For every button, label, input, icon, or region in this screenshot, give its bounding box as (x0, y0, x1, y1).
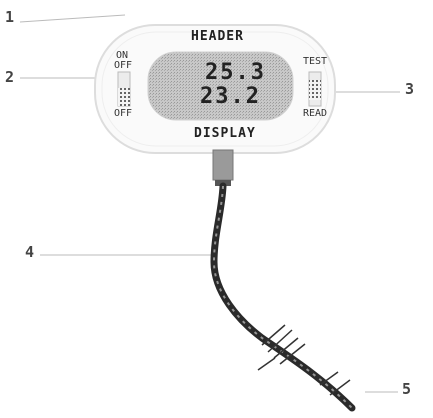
device-title: HEADER (191, 29, 244, 44)
right-switch-label-read: READ (303, 108, 328, 119)
leader-line-1 (19, 14, 126, 23)
lcd-readout-lower: 23.2 (200, 84, 261, 109)
device-bottom-label: DISPLAY (194, 126, 256, 141)
right-switch-label-test: TEST (303, 56, 328, 67)
callout-2: 2 (5, 68, 15, 86)
cable-connector (212, 149, 234, 181)
callout-5: 5 (402, 380, 412, 398)
left-switch-label-off: OFF (114, 108, 133, 119)
left-switch-label-off-top: OFF (114, 60, 133, 71)
lcd-readout-upper: 25.3 (205, 60, 266, 85)
callout-4: 4 (25, 243, 35, 261)
callout-1: 1 (5, 8, 15, 26)
left-switch-knob (118, 88, 130, 106)
cable (210, 182, 356, 412)
lcd-screen (147, 51, 294, 121)
leader-lines (19, 14, 400, 393)
device-bezel-inner (101, 31, 329, 147)
callout-3: 3 (405, 80, 415, 98)
left-switch-label-on: ON (116, 50, 129, 61)
cable-texture (212, 185, 353, 409)
cable-end-detail (257, 324, 351, 396)
right-switch-knob (309, 80, 321, 100)
